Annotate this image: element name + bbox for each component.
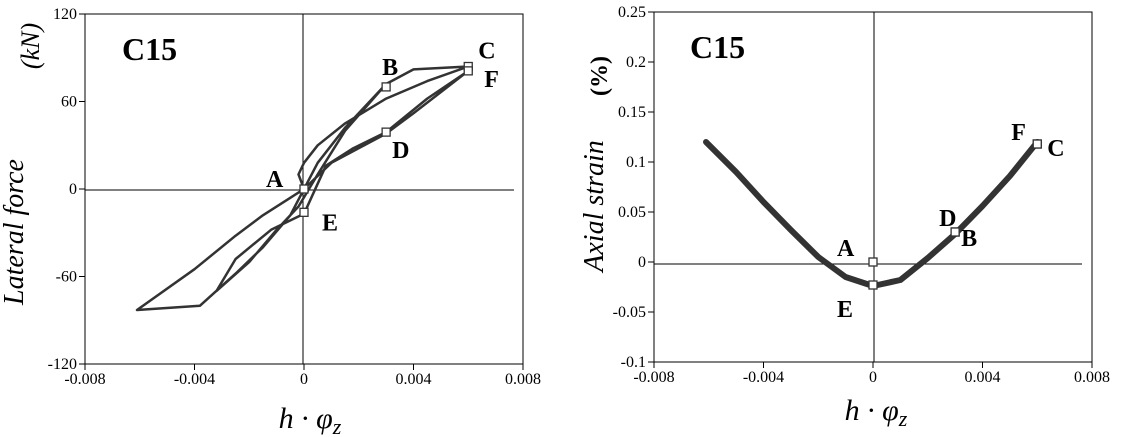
x-axis-label-left: h · φz xyxy=(279,402,342,437)
point-marker-f xyxy=(463,66,473,76)
y-axis-unit-left: (kN) xyxy=(16,23,45,69)
x-tick-label: 0 xyxy=(300,371,308,388)
point-marker-a xyxy=(299,184,309,194)
y-tick-label: 60 xyxy=(61,94,77,111)
y-tick-label: 0.05 xyxy=(618,204,646,221)
x-tick-label: -0.008 xyxy=(64,371,105,388)
y-axis-label-left: Lateral force xyxy=(0,159,30,306)
x-tick-label: 0.008 xyxy=(505,371,541,388)
point-marker-a xyxy=(868,257,878,267)
y-tick-label: 120 xyxy=(53,6,77,23)
chart-title-left: C15 xyxy=(122,31,177,67)
point-label-a: A xyxy=(837,236,855,262)
y-tick-label: 0.15 xyxy=(618,104,646,121)
x-tick-label: -0.008 xyxy=(633,369,674,386)
point-label-b: B xyxy=(382,55,398,81)
x-tick-label: 0 xyxy=(869,369,877,386)
x-tick-label: 0.004 xyxy=(965,369,1001,386)
y-tick-label: 0.1 xyxy=(626,154,646,171)
point-label-d: D xyxy=(392,138,409,164)
y-tick-label: -0.1 xyxy=(621,354,646,371)
point-marker-e xyxy=(299,207,309,217)
y-tick-label: 0.2 xyxy=(626,54,646,71)
x-tick-label: 0.008 xyxy=(1074,369,1110,386)
point-label-f: F xyxy=(484,67,499,93)
point-marker-b xyxy=(381,82,391,92)
y-tick-label: -0.05 xyxy=(613,304,646,321)
y-axis-label-right: Axial strain xyxy=(579,140,610,273)
x-tick-label: -0.004 xyxy=(174,371,215,388)
point-marker-e xyxy=(868,280,878,290)
point-label-e: E xyxy=(837,297,853,323)
point-label-a: A xyxy=(266,167,284,193)
point-marker-d xyxy=(381,127,391,137)
point-label-f: F xyxy=(1011,120,1026,146)
y-tick-label: -60 xyxy=(56,269,77,286)
y-tick-label: 0 xyxy=(638,254,646,271)
x-axis-label-right: h · φz xyxy=(845,394,908,431)
point-marker-c xyxy=(1032,139,1042,149)
point-marker-d xyxy=(950,227,960,237)
point-label-c: C xyxy=(1047,136,1064,162)
x-tick-label: 0.004 xyxy=(396,371,432,388)
y-axis-unit-right: (%) xyxy=(587,56,613,96)
point-label-c: C xyxy=(478,39,495,65)
y-tick-label: 0.25 xyxy=(618,4,646,21)
chart-lateral-force: -0.008 -0.004 0 0.004 0.008 -120 -60 0 60 120 A B C… xyxy=(0,6,541,437)
x-tick-label: -0.004 xyxy=(743,369,784,386)
hysteresis-curve xyxy=(135,65,470,312)
point-label-e: E xyxy=(322,210,338,236)
point-label-b: B xyxy=(961,226,977,252)
y-tick-label: 0 xyxy=(69,181,77,198)
chart-axial-strain: -0.008 -0.004 0 0.004 0.008 -0.1 -0.05 0 0.05 0.1… xyxy=(579,4,1110,431)
chart-title-right: C15 xyxy=(690,29,745,65)
point-label-d: D xyxy=(939,206,956,232)
y-tick-label: -120 xyxy=(48,356,77,373)
